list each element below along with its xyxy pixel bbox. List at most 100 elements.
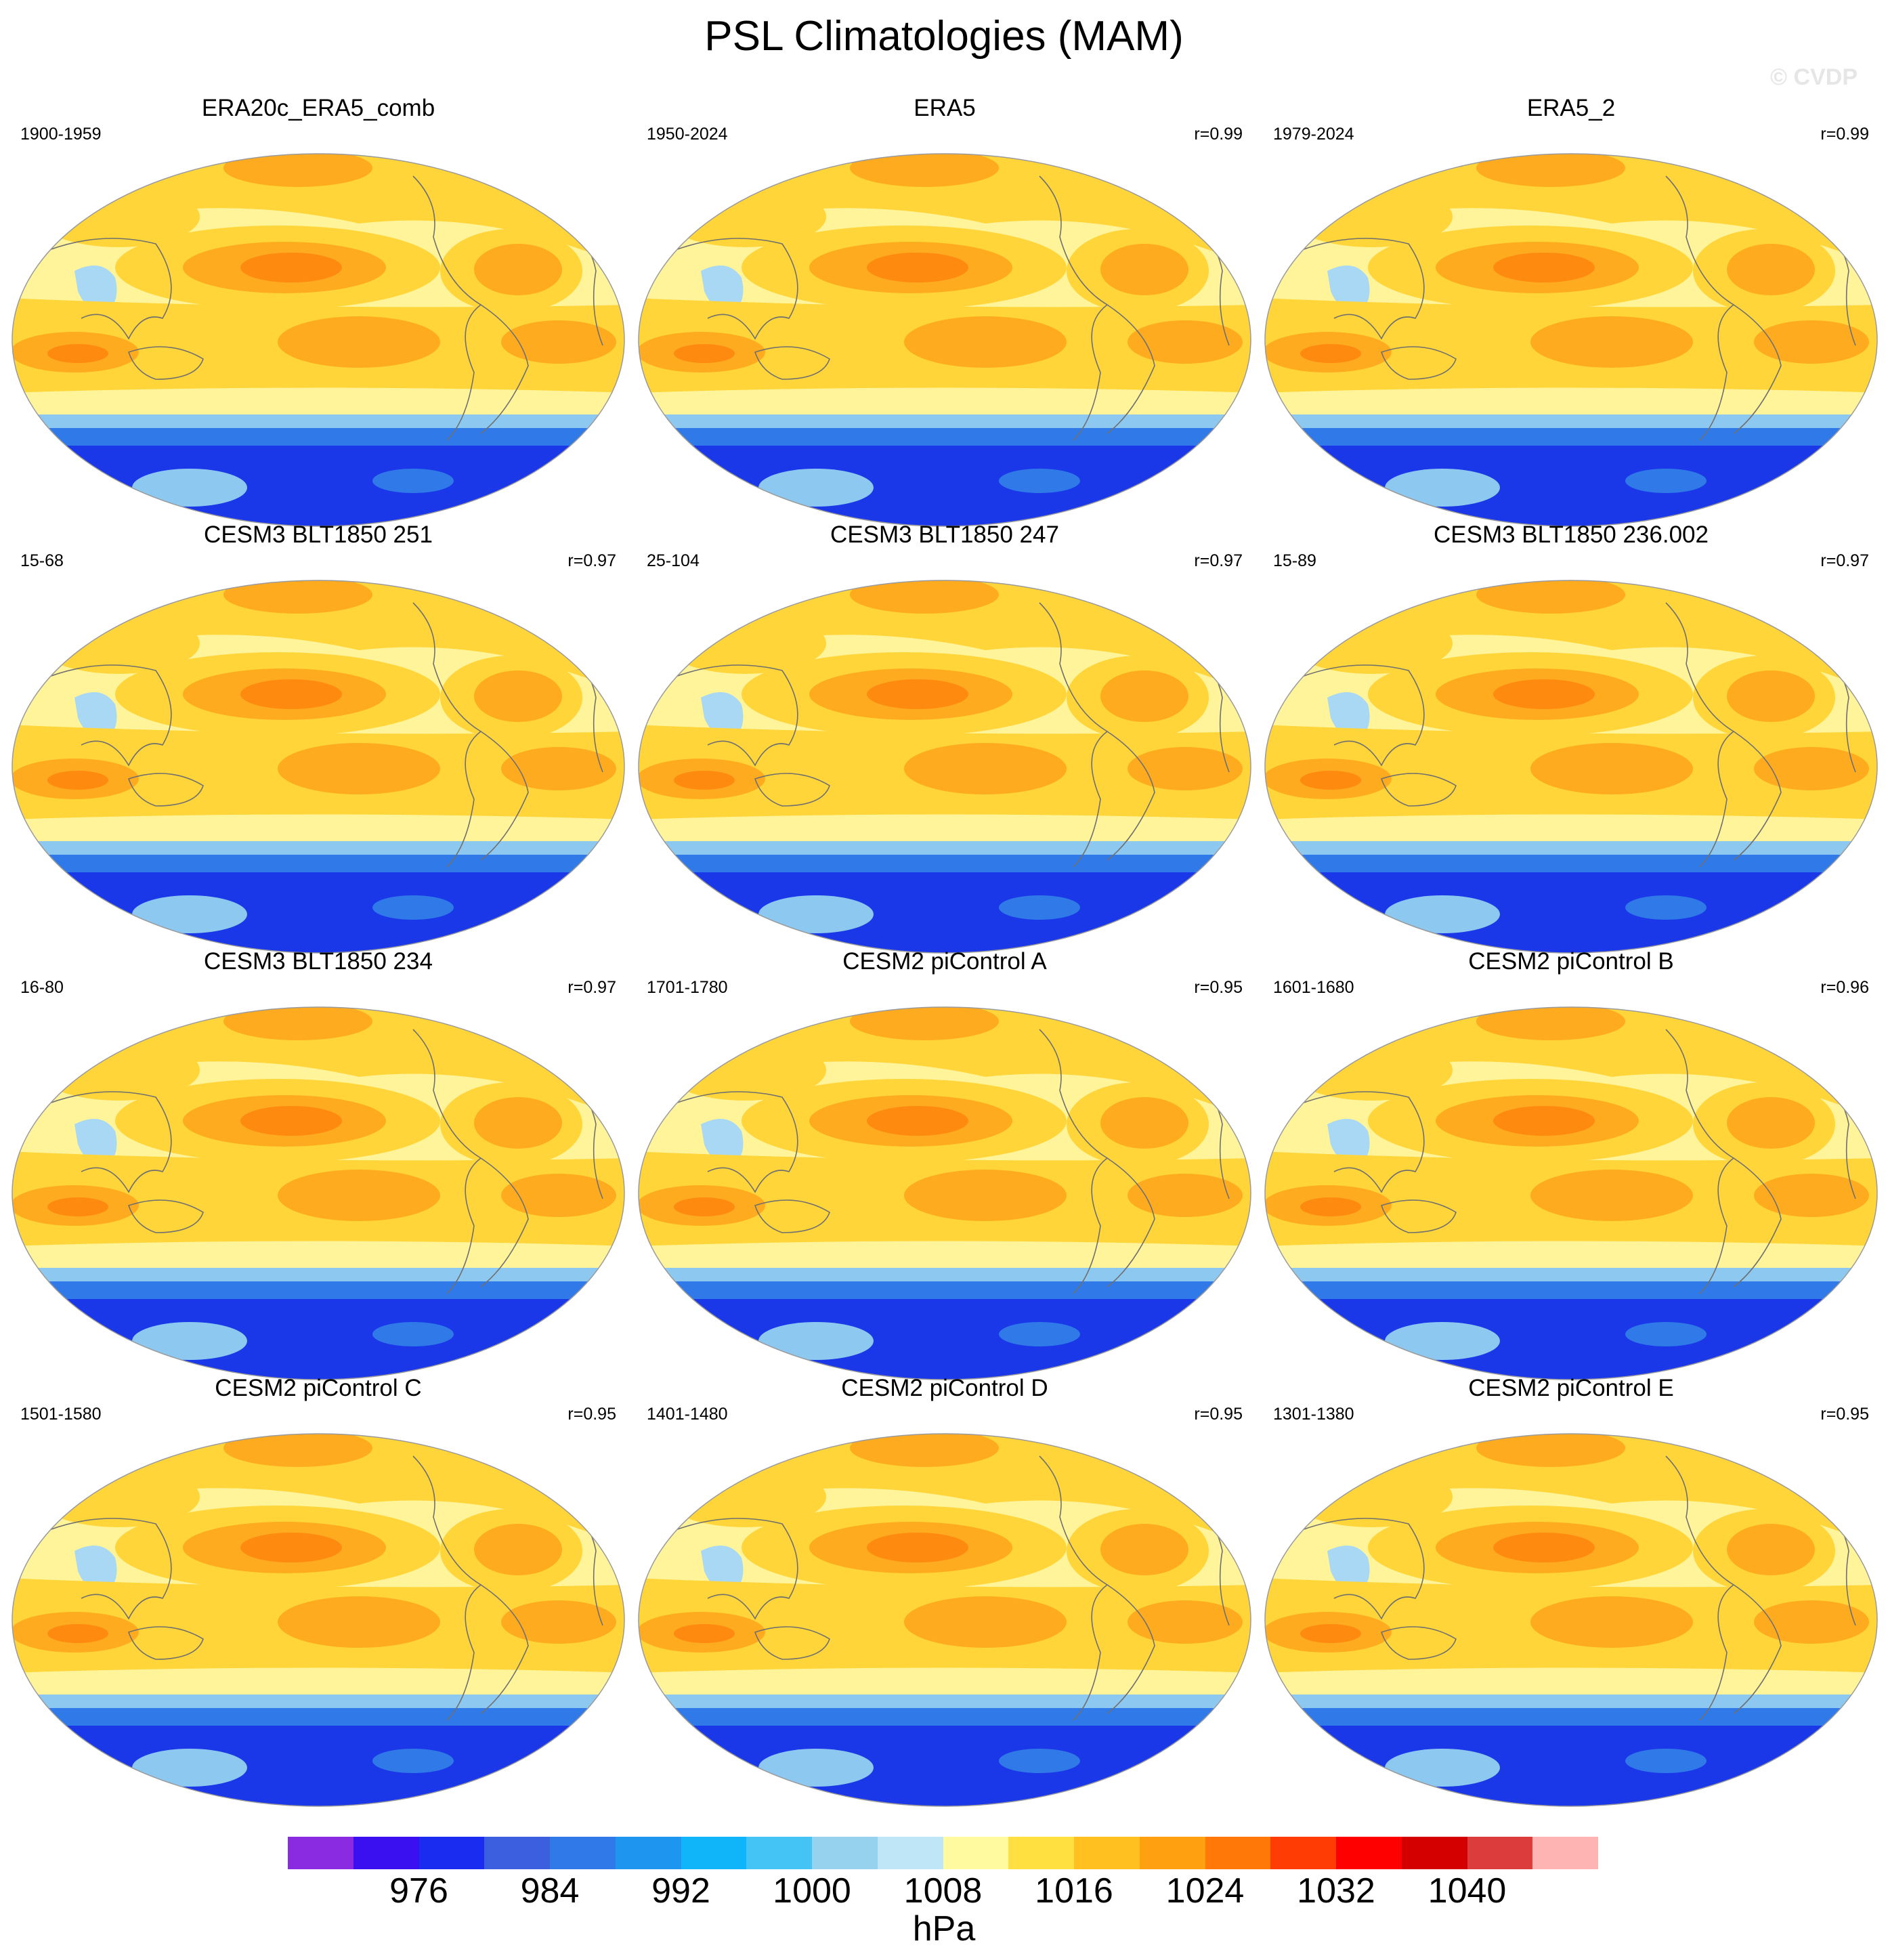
map-field xyxy=(639,154,1251,526)
colorbar-tick-label: 1008 xyxy=(903,1871,983,1911)
panel-title: CESM2 piControl A xyxy=(842,948,1047,975)
map-field xyxy=(1265,154,1877,526)
panel-period: 15-68 xyxy=(20,551,64,570)
panel-period: 1701-1780 xyxy=(647,978,728,997)
page-title: PSL Climatologies (MAM) xyxy=(704,13,1184,60)
coastlines xyxy=(1300,1029,1856,1294)
arctic-high xyxy=(47,1434,603,1537)
map-panel: CESM3 BLT1850 247 25-104 r=0.97 xyxy=(633,521,1256,954)
panel-pattern-correlation: r=0.95 xyxy=(1194,1405,1243,1424)
panel-pattern-correlation: r=0.96 xyxy=(1820,978,1869,997)
panel-title: ERA5_2 xyxy=(1526,95,1616,121)
psl-map xyxy=(638,1006,1251,1380)
map-panel: CESM2 piControl D 1401-1480 r=0.95 xyxy=(633,1375,1256,1807)
panel-title: CESM2 piControl C xyxy=(215,1375,422,1401)
panel-title: CESM3 BLT1850 234 xyxy=(204,948,433,975)
panel-period: 1950-2024 xyxy=(647,125,728,144)
psl-map xyxy=(1264,1433,1878,1807)
panel-pattern-correlation: r=0.99 xyxy=(1194,125,1243,144)
colorbar-segment xyxy=(746,1837,812,1869)
colorbar-segment xyxy=(419,1837,485,1869)
colorbar-tick-label: 992 xyxy=(651,1871,710,1911)
panel-period: 1601-1680 xyxy=(1273,978,1354,997)
psl-map xyxy=(1264,580,1878,954)
map-field xyxy=(1265,580,1877,953)
arctic-high xyxy=(1300,1008,1855,1111)
arctic-high xyxy=(674,581,1229,684)
colorbar-tick-label: 984 xyxy=(520,1871,580,1911)
map-field xyxy=(12,1007,624,1380)
psl-map xyxy=(12,1006,625,1380)
colorbar-tick-label: 1016 xyxy=(1035,1871,1113,1911)
panel-period: 16-80 xyxy=(20,978,64,997)
panel-pattern-correlation: r=0.95 xyxy=(1194,978,1243,997)
panel-pattern-correlation: r=0.97 xyxy=(1820,551,1869,570)
colorbar-segment xyxy=(1336,1837,1402,1869)
map-field xyxy=(12,1434,624,1806)
panel-period: 1401-1480 xyxy=(647,1405,728,1424)
map-field xyxy=(1265,1434,1877,1806)
colorbar-segment xyxy=(877,1837,943,1869)
panel-pattern-correlation: r=0.99 xyxy=(1820,125,1869,144)
panel-title: CESM3 BLT1850 247 xyxy=(830,521,1059,548)
arctic-high xyxy=(1300,154,1855,257)
psl-map xyxy=(638,1433,1251,1807)
panel-title: CESM2 piControl E xyxy=(1468,1375,1674,1401)
coastlines xyxy=(1300,175,1856,441)
colorbar-segment xyxy=(484,1837,550,1869)
map-panel: CESM2 piControl A 1701-1780 r=0.95 xyxy=(633,948,1256,1380)
map-field xyxy=(639,1007,1251,1380)
map-field xyxy=(639,1434,1251,1806)
panel-pattern-correlation: r=0.95 xyxy=(1820,1405,1869,1424)
panel-period: 25-104 xyxy=(647,551,700,570)
colorbar-segment xyxy=(1270,1837,1336,1869)
cvdp-watermark: © CVDP xyxy=(1770,64,1858,90)
coastlines xyxy=(47,1455,603,1721)
panel-title: CESM3 BLT1850 251 xyxy=(204,521,433,548)
map-field xyxy=(12,154,624,526)
map-field xyxy=(1265,1007,1877,1380)
map-panel: ERA20c_ERA5_comb 1900-1959 xyxy=(7,95,630,527)
psl-map xyxy=(12,1433,625,1807)
map-panel: ERA5_2 1979-2024 r=0.99 xyxy=(1260,95,1883,527)
map-field xyxy=(12,580,624,953)
coastlines xyxy=(673,1455,1230,1721)
psl-map xyxy=(638,580,1251,954)
psl-map xyxy=(1264,153,1878,527)
map-panel: CESM3 BLT1850 251 15-68 r=0.97 xyxy=(7,521,630,954)
coastlines xyxy=(673,1029,1230,1294)
colorbar-segment xyxy=(1467,1837,1533,1869)
map-panel: CESM2 piControl B 1601-1680 r=0.96 xyxy=(1260,948,1883,1380)
panel-pattern-correlation: r=0.97 xyxy=(567,551,616,570)
colorbar-units: hPa xyxy=(912,1909,976,1948)
psl-map xyxy=(12,580,625,954)
arctic-high xyxy=(674,1008,1229,1111)
arctic-high xyxy=(47,154,603,257)
colorbar-segment xyxy=(353,1837,419,1869)
colorbar xyxy=(288,1837,1598,1869)
colorbar-tick-labels: 976 984 992 1000 1008 1016 1024 1032 1040 xyxy=(288,1871,1598,1911)
panel-period: 1501-1580 xyxy=(20,1405,102,1424)
map-panel: CESM3 BLT1850 236.002 15-89 r=0.97 xyxy=(1260,521,1883,954)
panel-period: 1301-1380 xyxy=(1273,1405,1354,1424)
panel-pattern-correlation: r=0.97 xyxy=(1194,551,1243,570)
colorbar-segment xyxy=(1205,1837,1271,1869)
colorbar-segment xyxy=(1008,1837,1074,1869)
psl-map xyxy=(1264,1006,1878,1380)
colorbar-segment xyxy=(681,1837,747,1869)
arctic-high xyxy=(47,1008,603,1111)
panel-title: CESM2 piControl D xyxy=(841,1375,1048,1401)
colorbar-tick-label: 1024 xyxy=(1165,1871,1245,1911)
colorbar-tick-label: 976 xyxy=(389,1871,448,1911)
panel-title: CESM3 BLT1850 236.002 xyxy=(1433,521,1709,548)
colorbar-tick-label: 1040 xyxy=(1428,1871,1507,1911)
colorbar-segment xyxy=(550,1837,616,1869)
panel-title: ERA20c_ERA5_comb xyxy=(201,95,435,121)
panel-title: CESM2 piControl B xyxy=(1468,948,1674,975)
map-panel: CESM2 piControl C 1501-1580 r=0.95 xyxy=(7,1375,630,1807)
map-panel: CESM3 BLT1850 234 16-80 r=0.97 xyxy=(7,948,630,1380)
colorbar-segment xyxy=(812,1837,878,1869)
coastlines xyxy=(1300,602,1856,868)
panel-title: ERA5 xyxy=(914,95,976,121)
colorbar-segment xyxy=(288,1837,353,1869)
